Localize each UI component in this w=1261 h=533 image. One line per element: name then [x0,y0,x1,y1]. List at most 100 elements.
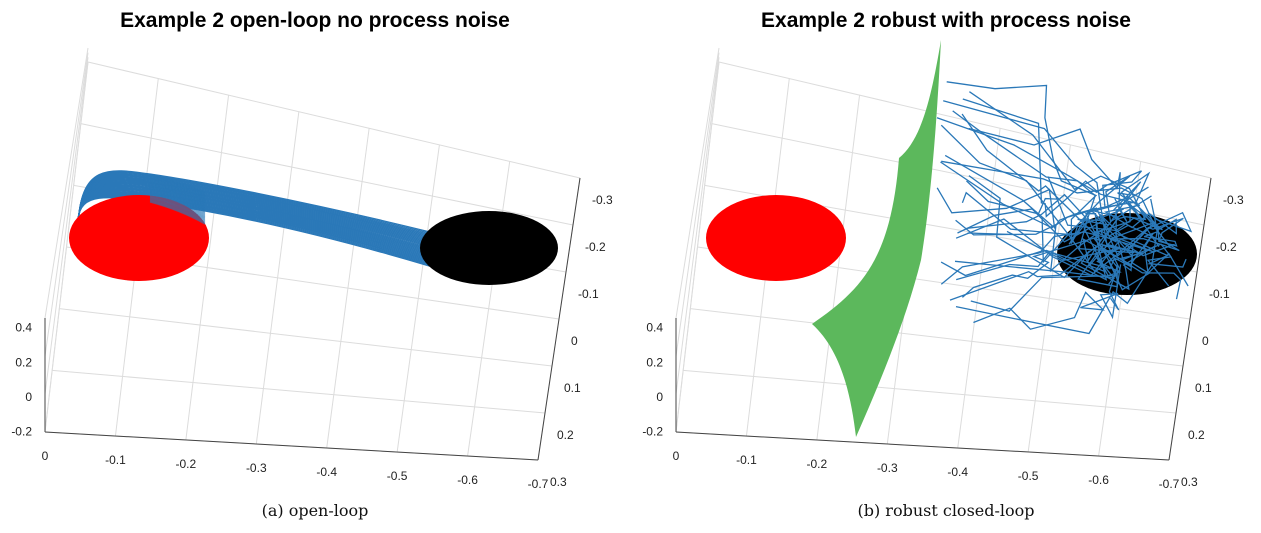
x-tick-label: 0 [42,449,49,463]
trajectory-segment [149,179,206,200]
grid-line-z [675,61,720,433]
z-tick-label: 0.2 [15,355,32,369]
trajectory-line [946,81,1142,244]
x-tick-label: -0.3 [246,461,267,475]
grid-line-z [44,47,89,319]
trajectory-segment [149,199,206,223]
y-tick-label: 0 [1202,334,1209,348]
trajectory-segment [149,180,206,201]
trajectory-line [966,193,1135,254]
trajectory-segment [149,187,206,210]
x-tick-label: -0.5 [387,469,408,483]
trajectory-segment [149,193,206,216]
trajectory-segment [149,191,206,214]
chart-robust: Example 2 robust with process noise 0.4 0… [642,9,1244,520]
trajectory-segment [149,186,206,209]
x-tick-label: -0.2 [176,457,197,471]
trajectory-segment [149,194,206,217]
x-tick-label: -0.7 [1159,477,1180,491]
obstacle-surface [812,40,941,437]
grid-line-z [44,57,89,395]
trajectory-segment [149,175,206,195]
trajectory-segment [149,183,206,204]
trajectory-segment [149,178,206,199]
chart-panel-robust: Example 2 robust with process noise 0.4 0… [631,0,1261,533]
x-tick-label: -0.4 [316,465,337,479]
x-tick-label: -0.3 [877,461,898,475]
y-tick-label: 0 [571,334,578,348]
trajectory-segment [149,185,206,207]
trajectory-segment [149,196,206,220]
x-tick-label: -0.1 [736,453,757,467]
trajectory-line [944,154,1152,264]
start-region [706,195,846,281]
y-tick-label: -0.2 [1216,240,1237,254]
x-tick-label: -0.2 [807,457,828,471]
trajectory-line [936,187,1155,272]
y-tick-labels: -0.3 -0.2 -0.1 0 0.1 0.2 0.3 [1181,193,1244,489]
z-tick-label: -0.2 [11,424,32,438]
trajectories [936,81,1193,335]
trajectory-line [968,175,1187,291]
grid-line-z [675,52,720,357]
trajectory-segment [149,173,206,193]
chart-title: Example 2 open-loop no process noise [120,9,510,32]
y-tick-label: -0.1 [1209,287,1230,301]
y-tick-label: 0.2 [557,428,574,442]
trajectory-segment [149,188,206,211]
z-tick-labels: 0.4 0.2 0 -0.2 [642,321,663,439]
trajectory-line [936,117,1142,209]
trajectory-segment [149,197,206,221]
z-tick-label: 0.4 [646,321,663,335]
y-tick-labels: -0.3 -0.2 -0.1 0 0.1 0.2 0.3 [550,193,613,489]
z-tick-label: 0.2 [646,355,663,369]
z-tick-labels: 0.4 0.2 0 -0.2 [11,321,32,439]
y-tick-label: -0.3 [1223,193,1244,207]
x-tick-label: -0.6 [457,473,478,487]
chart-caption: (b) robust closed-loop [857,501,1034,520]
axes [675,177,1212,461]
x-axis-line [675,431,1170,461]
y-tick-label: -0.1 [578,287,599,301]
trajectory-segment [149,198,206,222]
grid-line-z [675,57,720,395]
trajectory-segment [149,192,206,215]
grid-line-z [675,47,720,319]
z-tick-label: -0.2 [642,424,663,438]
grid-line-y [52,369,546,414]
chart-title: Example 2 robust with process noise [761,9,1131,32]
chart-open-loop: Example 2 open-loop no process noise 0.4… [11,9,613,520]
trajectory-line [962,98,1175,257]
x-tick-label: -0.6 [1088,473,1109,487]
trajectory-line [956,186,1149,281]
trajectory-segment [149,190,206,213]
trajectory-segment [149,177,206,198]
x-tick-label: -0.7 [528,477,549,491]
x-tick-label: -0.4 [947,465,968,479]
trajectory-line [955,211,1193,276]
trajectory-line [943,100,1140,254]
y-tick-label: 0.1 [1195,381,1212,395]
y-axis-line [1168,177,1212,461]
x-tick-labels: 0 -0.1 -0.2 -0.3 -0.4 -0.5 -0.6 -0.7 [42,449,549,491]
y-tick-label: -0.3 [592,193,613,207]
x-axis-line [44,431,539,461]
grid-line-y [87,61,581,179]
trajectory-segment [149,176,206,196]
goal-region [420,211,558,285]
trajectory-segment [149,181,206,202]
trajectory-line [961,213,1098,298]
chart-panel-open-loop: Example 2 open-loop no process noise 0.4… [0,0,630,533]
trajectories-front [149,173,206,225]
x-tick-label: 0 [673,449,680,463]
y-axis-line [537,177,581,461]
x-tick-labels: 0 -0.1 -0.2 -0.3 -0.4 -0.5 -0.6 -0.7 [673,449,1180,491]
trajectory-segment [149,184,206,206]
trajectory-segment [149,189,206,212]
trajectory-segment [149,200,206,224]
z-tick-label: 0 [25,390,32,404]
grid-line-y [59,308,553,367]
trajectory-segment [149,183,206,205]
start-region [69,195,209,281]
x-tick-label: -0.1 [105,453,126,467]
